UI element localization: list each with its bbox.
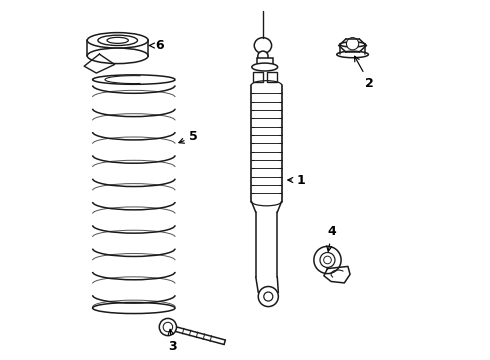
Text: 5: 5 bbox=[179, 130, 198, 144]
Text: 2: 2 bbox=[355, 56, 374, 90]
Circle shape bbox=[258, 287, 278, 307]
Ellipse shape bbox=[340, 42, 366, 47]
Ellipse shape bbox=[87, 48, 148, 64]
Ellipse shape bbox=[252, 63, 278, 71]
Circle shape bbox=[264, 292, 273, 301]
Circle shape bbox=[320, 252, 335, 267]
Circle shape bbox=[163, 322, 172, 332]
Ellipse shape bbox=[107, 37, 128, 43]
FancyBboxPatch shape bbox=[253, 72, 263, 82]
Circle shape bbox=[159, 319, 176, 336]
Ellipse shape bbox=[87, 33, 148, 48]
Ellipse shape bbox=[258, 51, 268, 62]
Ellipse shape bbox=[337, 51, 368, 58]
Circle shape bbox=[314, 246, 341, 274]
FancyBboxPatch shape bbox=[267, 72, 276, 82]
Text: 4: 4 bbox=[327, 225, 336, 251]
Text: 6: 6 bbox=[149, 39, 164, 52]
Text: 1: 1 bbox=[288, 174, 306, 186]
Ellipse shape bbox=[98, 35, 138, 45]
Text: 3: 3 bbox=[168, 329, 176, 353]
FancyBboxPatch shape bbox=[257, 58, 272, 64]
Circle shape bbox=[324, 256, 331, 264]
Circle shape bbox=[346, 37, 359, 50]
Ellipse shape bbox=[254, 38, 271, 53]
